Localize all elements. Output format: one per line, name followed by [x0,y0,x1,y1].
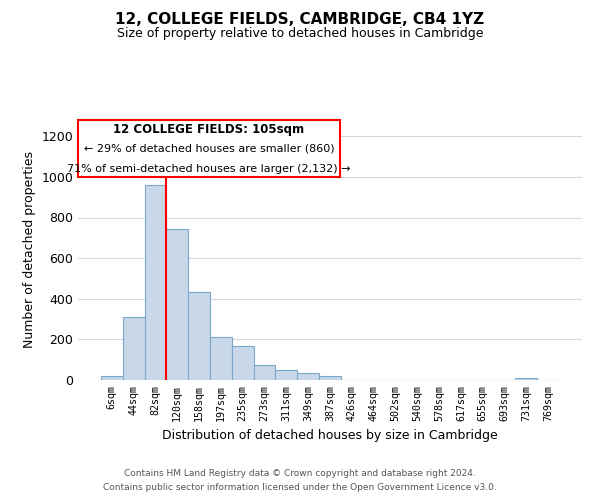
Text: Contains HM Land Registry data © Crown copyright and database right 2024.: Contains HM Land Registry data © Crown c… [124,468,476,477]
X-axis label: Distribution of detached houses by size in Cambridge: Distribution of detached houses by size … [162,429,498,442]
Text: 12, COLLEGE FIELDS, CAMBRIDGE, CB4 1YZ: 12, COLLEGE FIELDS, CAMBRIDGE, CB4 1YZ [115,12,485,28]
Bar [515,378,537,380]
Text: Contains public sector information licensed under the Open Government Licence v3: Contains public sector information licen… [103,484,497,492]
Bar [101,376,123,380]
Bar [297,374,319,380]
Bar [319,376,341,380]
Bar [188,292,210,380]
Text: 71% of semi-detached houses are larger (2,132) →: 71% of semi-detached houses are larger (… [67,164,351,174]
Bar [275,370,297,380]
Bar [210,338,232,380]
Y-axis label: Number of detached properties: Number of detached properties [23,152,36,348]
Bar [232,346,254,380]
Bar [123,317,145,380]
Bar [145,185,166,380]
Text: Size of property relative to detached houses in Cambridge: Size of property relative to detached ho… [117,28,483,40]
FancyBboxPatch shape [78,120,340,177]
Text: 12 COLLEGE FIELDS: 105sqm: 12 COLLEGE FIELDS: 105sqm [113,122,305,136]
Bar [254,365,275,380]
Text: ← 29% of detached houses are smaller (860): ← 29% of detached houses are smaller (86… [84,144,334,154]
Bar [166,228,188,380]
